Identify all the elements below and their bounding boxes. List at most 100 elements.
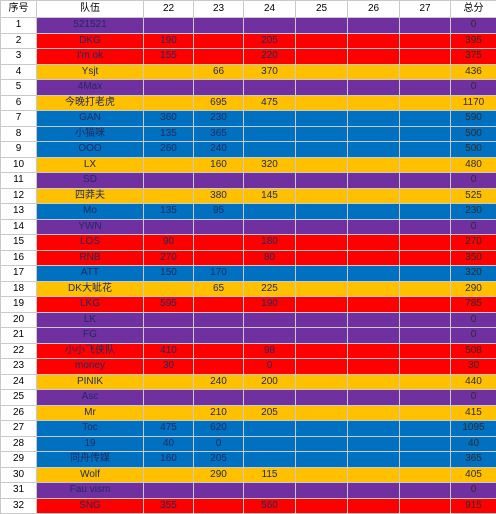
score-22-cell[interactable]	[144, 173, 194, 189]
score-25-cell[interactable]	[296, 111, 348, 127]
header-day-25[interactable]: 25	[296, 1, 348, 18]
score-22-cell[interactable]: 410	[144, 343, 194, 359]
total-cell[interactable]: 508	[451, 343, 496, 359]
team-cell[interactable]: GAN	[37, 111, 144, 127]
team-cell[interactable]: Wolf	[37, 467, 144, 483]
score-26-cell[interactable]	[348, 204, 400, 220]
team-cell[interactable]: 小猫咪	[37, 126, 144, 142]
score-25-cell[interactable]	[296, 95, 348, 111]
score-22-cell[interactable]: 360	[144, 111, 194, 127]
score-24-cell[interactable]	[244, 390, 296, 406]
score-25-cell[interactable]	[296, 359, 348, 375]
total-cell[interactable]: 0	[451, 328, 496, 344]
row-index[interactable]: 29	[1, 452, 37, 468]
row-index[interactable]: 19	[1, 297, 37, 313]
team-cell[interactable]: 四莽夫	[37, 188, 144, 204]
team-cell[interactable]: SD	[37, 173, 144, 189]
score-27-cell[interactable]	[400, 204, 451, 220]
row-index[interactable]: 25	[1, 390, 37, 406]
team-cell[interactable]: 4Max	[37, 80, 144, 96]
row-index[interactable]: 16	[1, 250, 37, 266]
score-25-cell[interactable]	[296, 173, 348, 189]
score-27-cell[interactable]	[400, 374, 451, 390]
row-index[interactable]: 7	[1, 111, 37, 127]
total-cell[interactable]: 375	[451, 49, 496, 65]
score-26-cell[interactable]	[348, 49, 400, 65]
row-index[interactable]: 17	[1, 266, 37, 282]
score-27-cell[interactable]	[400, 64, 451, 80]
score-25-cell[interactable]	[296, 390, 348, 406]
score-22-cell[interactable]	[144, 157, 194, 173]
score-25-cell[interactable]	[296, 498, 348, 514]
score-23-cell[interactable]	[194, 328, 244, 344]
team-cell[interactable]: 521521	[37, 18, 144, 34]
score-23-cell[interactable]	[194, 343, 244, 359]
score-22-cell[interactable]: 190	[144, 33, 194, 49]
row-index[interactable]: 12	[1, 188, 37, 204]
score-23-cell[interactable]	[194, 498, 244, 514]
score-23-cell[interactable]: 95	[194, 204, 244, 220]
score-22-cell[interactable]: 260	[144, 142, 194, 158]
team-cell[interactable]: FG	[37, 328, 144, 344]
score-22-cell[interactable]: 160	[144, 452, 194, 468]
score-27-cell[interactable]	[400, 436, 451, 452]
team-cell[interactable]: Asc	[37, 390, 144, 406]
score-25-cell[interactable]	[296, 343, 348, 359]
header-total[interactable]: 总分	[451, 1, 496, 18]
score-26-cell[interactable]	[348, 452, 400, 468]
score-25-cell[interactable]	[296, 235, 348, 251]
score-26-cell[interactable]	[348, 483, 400, 499]
total-cell[interactable]: 0	[451, 18, 496, 34]
score-23-cell[interactable]: 620	[194, 421, 244, 437]
score-26-cell[interactable]	[348, 250, 400, 266]
total-cell[interactable]: 915	[451, 498, 496, 514]
score-27-cell[interactable]	[400, 467, 451, 483]
row-index[interactable]: 23	[1, 359, 37, 375]
team-cell[interactable]: PINIK	[37, 374, 144, 390]
score-27-cell[interactable]	[400, 328, 451, 344]
score-23-cell[interactable]	[194, 173, 244, 189]
score-22-cell[interactable]: 270	[144, 250, 194, 266]
score-27-cell[interactable]	[400, 498, 451, 514]
score-24-cell[interactable]: 370	[244, 64, 296, 80]
team-cell[interactable]: money	[37, 359, 144, 375]
score-26-cell[interactable]	[348, 111, 400, 127]
score-25-cell[interactable]	[296, 49, 348, 65]
score-26-cell[interactable]	[348, 188, 400, 204]
score-23-cell[interactable]: 695	[194, 95, 244, 111]
team-cell[interactable]: 今晚打老虎	[37, 95, 144, 111]
score-22-cell[interactable]: 90	[144, 235, 194, 251]
total-cell[interactable]: 40	[451, 436, 496, 452]
score-22-cell[interactable]	[144, 328, 194, 344]
score-25-cell[interactable]	[296, 374, 348, 390]
score-26-cell[interactable]	[348, 297, 400, 313]
row-index[interactable]: 13	[1, 204, 37, 220]
score-26-cell[interactable]	[348, 359, 400, 375]
score-24-cell[interactable]	[244, 436, 296, 452]
total-cell[interactable]: 1095	[451, 421, 496, 437]
row-index[interactable]: 15	[1, 235, 37, 251]
score-27-cell[interactable]	[400, 126, 451, 142]
total-cell[interactable]: 230	[451, 204, 496, 220]
score-27-cell[interactable]	[400, 266, 451, 282]
score-25-cell[interactable]	[296, 157, 348, 173]
score-26-cell[interactable]	[348, 281, 400, 297]
score-25-cell[interactable]	[296, 266, 348, 282]
row-index[interactable]: 8	[1, 126, 37, 142]
score-23-cell[interactable]: 210	[194, 405, 244, 421]
score-24-cell[interactable]: 205	[244, 33, 296, 49]
score-27-cell[interactable]	[400, 188, 451, 204]
row-index[interactable]: 11	[1, 173, 37, 189]
score-22-cell[interactable]: 135	[144, 126, 194, 142]
score-22-cell[interactable]: 595	[144, 297, 194, 313]
score-27-cell[interactable]	[400, 95, 451, 111]
score-26-cell[interactable]	[348, 436, 400, 452]
score-23-cell[interactable]	[194, 390, 244, 406]
score-23-cell[interactable]: 290	[194, 467, 244, 483]
score-23-cell[interactable]: 230	[194, 111, 244, 127]
score-23-cell[interactable]: 380	[194, 188, 244, 204]
score-22-cell[interactable]	[144, 374, 194, 390]
score-24-cell[interactable]	[244, 111, 296, 127]
score-25-cell[interactable]	[296, 436, 348, 452]
score-27-cell[interactable]	[400, 219, 451, 235]
